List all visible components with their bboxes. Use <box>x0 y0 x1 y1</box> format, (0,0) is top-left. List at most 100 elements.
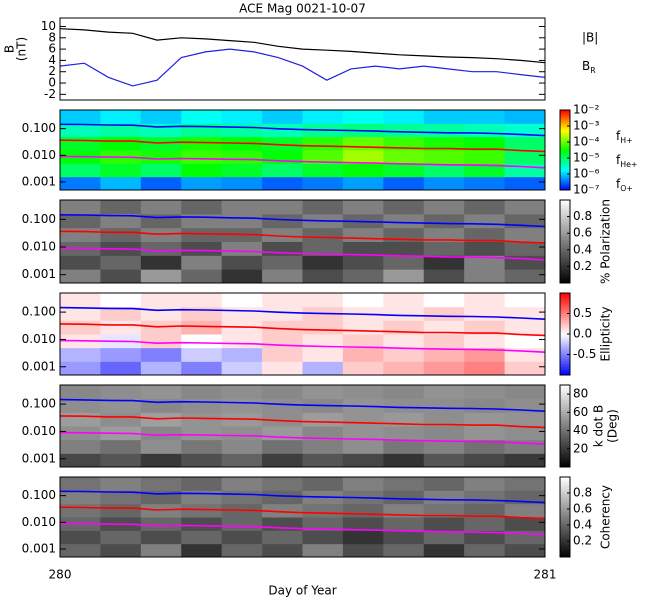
heatmap-cell <box>383 334 425 349</box>
heatmap-cell <box>60 176 101 191</box>
colorbar-segment <box>560 342 570 345</box>
heatmap-cell <box>60 306 101 321</box>
heatmap-cell <box>100 176 142 191</box>
y-tick-label: 2 <box>48 64 56 78</box>
heatmap-cell <box>504 227 546 243</box>
heatmap-cell <box>302 530 344 545</box>
colorbar-segment <box>560 442 570 445</box>
colorbar-segment <box>560 224 570 228</box>
heatmap-cell <box>100 361 142 376</box>
heatmap-cell <box>262 213 303 229</box>
y-tick-label: 0.001 <box>22 451 56 465</box>
heatmap-cell <box>464 426 506 441</box>
colorbar-segment <box>560 448 570 451</box>
colorbar-segment <box>560 499 570 502</box>
colorbar-segment <box>560 340 570 343</box>
y-tick-label: 0.010 <box>22 515 56 529</box>
colorbar-segment <box>560 395 570 398</box>
colorbar-segment <box>560 150 570 153</box>
colorbar-segment <box>560 268 570 271</box>
heatmap-cell <box>302 347 344 362</box>
colorbar-segment <box>560 126 570 129</box>
colorbar-segment <box>560 525 570 528</box>
colorbar-segment <box>560 229 570 232</box>
heatmap-cell <box>342 503 384 518</box>
colorbar-tick-label: 0.6 <box>573 226 592 240</box>
y-tick-label: 0.010 <box>22 148 56 162</box>
plot-frame <box>59 476 546 558</box>
colorbar-segment <box>560 533 570 536</box>
heatmap-cell <box>100 306 142 321</box>
heatmap-cell <box>504 453 546 468</box>
heatmap-cell <box>140 163 182 178</box>
heatmap-cell <box>504 412 546 427</box>
colorbar-segment <box>560 247 570 251</box>
heatmap-cell <box>504 110 546 124</box>
heatmap-cell <box>262 163 303 178</box>
colorbar-segment <box>560 385 570 388</box>
colorbar-segment <box>560 438 570 441</box>
colorbar-tick-label: 0.8 <box>573 486 592 500</box>
heatmap-cell <box>342 110 384 124</box>
colorbar-segment <box>560 430 570 433</box>
heatmap-cell <box>504 543 546 558</box>
colorbar-segment <box>560 216 570 220</box>
colorbar-segment <box>560 350 570 353</box>
heatmap-cell <box>60 255 101 270</box>
colorbar-segment <box>560 547 570 550</box>
heatmap-cell <box>140 213 182 229</box>
colorbar-segment <box>560 184 570 187</box>
heatmap-cell <box>504 361 546 376</box>
heatmap-cell <box>181 255 223 270</box>
colorbar-segment <box>560 541 570 544</box>
heatmap-cell <box>140 385 182 400</box>
heatmap-cell <box>181 269 223 284</box>
heatmap-cell <box>423 213 465 229</box>
colorbar-segment <box>560 262 570 265</box>
colorbar-segment <box>560 519 570 522</box>
heatmap-cell <box>60 213 101 229</box>
y-tick-label: 0.001 <box>22 359 56 373</box>
colorbar-segment <box>560 162 570 165</box>
heatmap-cell <box>140 426 182 441</box>
x-axis-label: Day of Year <box>268 584 336 598</box>
heatmap-cell <box>221 453 263 468</box>
heatmap-cell <box>262 385 303 400</box>
y-tick-label: 0.010 <box>22 424 56 438</box>
heatmap-cell <box>383 293 425 308</box>
colorbar-frame <box>559 476 571 558</box>
colorbar-segment <box>560 297 570 300</box>
colorbar-segment <box>560 409 570 413</box>
colorbar-segment <box>560 200 570 203</box>
heatmap-cell <box>504 136 546 151</box>
heatmap-cell <box>302 150 344 164</box>
colorbar-segment <box>560 338 570 341</box>
colorbar-segment <box>560 186 570 189</box>
heatmap-cell <box>262 439 303 454</box>
heatmap-cell <box>60 398 101 413</box>
heatmap-cell <box>504 293 546 308</box>
colorbar-segment <box>560 407 570 410</box>
heatmap-cell <box>423 426 465 441</box>
y-tick-label: 0.010 <box>22 332 56 346</box>
heatmap-cell <box>221 123 263 138</box>
colorbar-segment <box>560 178 570 181</box>
heatmap-cell <box>181 320 223 335</box>
colorbar-segment <box>560 237 570 240</box>
heatmap-cell <box>342 453 384 468</box>
heatmap-cell <box>423 503 465 518</box>
y-tick-label: 0.100 <box>22 305 56 319</box>
colorbar-segment <box>560 501 570 504</box>
heatmap-cell <box>181 213 223 229</box>
colorbar-segment <box>560 233 570 236</box>
heatmap-cell <box>423 227 465 243</box>
colorbar-frame <box>559 384 571 468</box>
colorbar-segment <box>560 415 570 419</box>
heatmap-cell <box>302 426 344 441</box>
heatmap-cell <box>423 477 465 491</box>
heatmap-cell <box>342 293 384 308</box>
heatmap-cell <box>423 347 465 362</box>
heatmap-cell <box>383 150 425 164</box>
heatmap-cell <box>342 255 384 270</box>
heatmap-cell <box>262 477 303 491</box>
